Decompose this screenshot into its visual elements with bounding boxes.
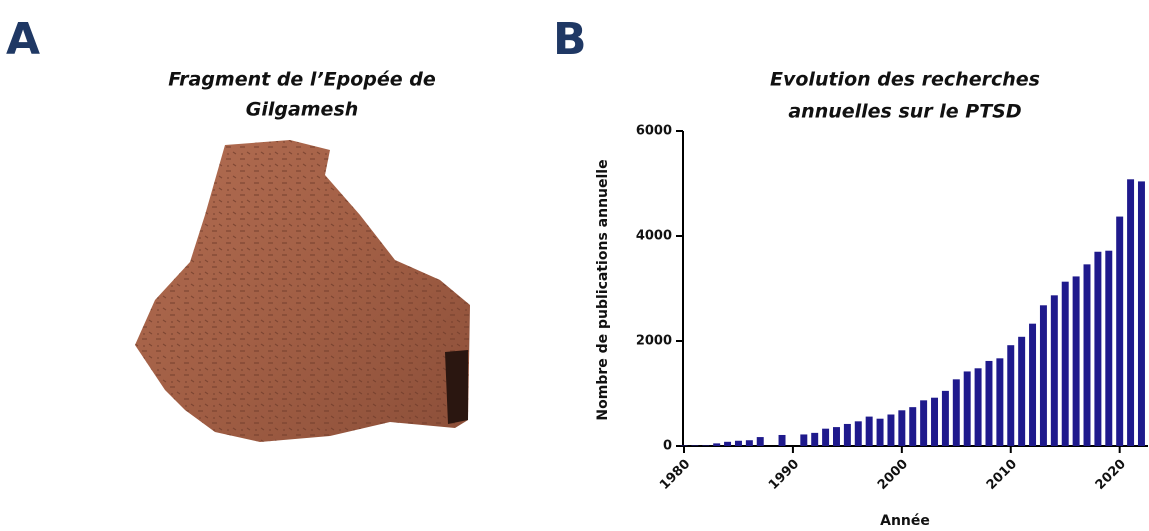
x-tick-label: 1990 (766, 457, 802, 493)
bar (855, 421, 862, 446)
bar (691, 445, 698, 446)
bar (866, 417, 873, 446)
bar (1018, 337, 1025, 446)
bar (844, 424, 851, 446)
bar (1062, 282, 1069, 446)
y-tick-label: 0 (663, 439, 672, 454)
chart-title: annuelles sur le PTSD (788, 101, 1021, 123)
bar (1105, 251, 1112, 446)
bar (1094, 252, 1101, 446)
x-tick-label: 2010 (984, 457, 1020, 493)
bar (1127, 179, 1134, 446)
bar (1138, 181, 1145, 446)
bar (909, 407, 916, 446)
bar (920, 400, 927, 446)
bar (898, 410, 905, 446)
y-axis-label: Nombre de publications annuelle (595, 159, 611, 420)
bar (735, 441, 742, 446)
bar (975, 368, 982, 446)
bar (1007, 345, 1014, 446)
figure: A Fragment de l’Epopée de Gilgamesh B Ev… (0, 0, 1149, 531)
bar (985, 361, 992, 446)
y-tick-label: 6000 (636, 124, 672, 139)
bar (931, 398, 938, 446)
panel-label: A (6, 14, 40, 65)
bar (779, 435, 786, 446)
bar (953, 379, 960, 446)
bar (702, 445, 709, 446)
x-tick-label: 2020 (1093, 457, 1129, 493)
bar (724, 442, 731, 446)
y-tick-label: 4000 (636, 229, 672, 244)
bar (822, 429, 829, 446)
tablet-image (135, 140, 470, 442)
chart-title: Evolution des recherches (770, 69, 1040, 91)
bar (746, 440, 753, 446)
bar (1116, 217, 1123, 446)
bar (942, 391, 949, 446)
panel-label: B (553, 14, 587, 65)
bar (713, 443, 720, 446)
bar (757, 437, 764, 446)
bar (1051, 295, 1058, 446)
bar (964, 371, 971, 446)
bar (1073, 276, 1080, 446)
bar (681, 445, 688, 446)
x-tick-label: 1980 (657, 457, 693, 493)
bar (811, 433, 818, 446)
panel-title: Gilgamesh (246, 99, 359, 121)
bar (1029, 324, 1036, 446)
x-axis-label: Année (880, 513, 930, 529)
x-tick-label: 2000 (875, 457, 911, 493)
bar (1084, 264, 1091, 446)
bar (800, 434, 807, 446)
bar (996, 358, 1003, 446)
panel-title: Fragment de l’Epopée de (168, 69, 436, 91)
bar (877, 419, 884, 446)
bar (1040, 305, 1047, 446)
y-tick-label: 2000 (636, 334, 672, 349)
bar (833, 427, 840, 446)
bar (887, 415, 894, 447)
